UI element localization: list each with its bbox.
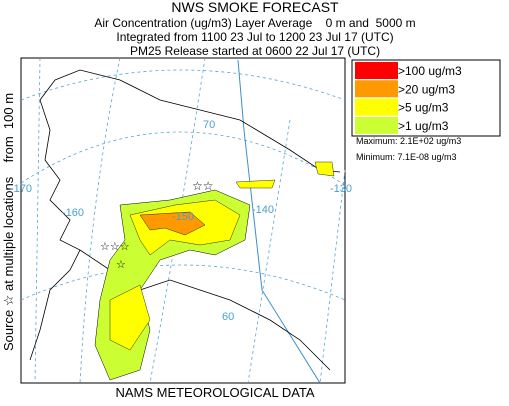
graticule xyxy=(20,131,346,186)
subtitle: Integrated from 1100 23 Jul to 1200 23 J… xyxy=(116,30,393,44)
graticule xyxy=(247,119,291,384)
legend-label: >20 ug/m3 xyxy=(398,82,455,96)
graticule xyxy=(79,57,121,384)
graticule xyxy=(20,69,346,101)
graticule-label: -160 xyxy=(62,207,84,219)
smoke-area xyxy=(109,199,241,351)
smoke-area xyxy=(139,211,206,236)
graticule xyxy=(34,57,41,384)
footer: NAMS METEOROLOGICAL DATA xyxy=(115,385,314,400)
border xyxy=(237,59,321,384)
legend-label: >1 ug/m3 xyxy=(398,119,449,133)
graticule-label: 60 xyxy=(222,311,234,323)
source-marker: ☆☆ xyxy=(192,179,214,193)
legend-label: >5 ug/m3 xyxy=(398,101,449,115)
title: NWS SMOKE FORECAST xyxy=(171,0,339,15)
graticule-label: 70 xyxy=(203,119,215,131)
maximum: Maximum: 2.1E+02 ug/m3 xyxy=(356,136,461,146)
legend-label: >100 ug/m3 xyxy=(398,64,462,78)
legend-swatch xyxy=(355,80,398,98)
graticule-label: -170 xyxy=(10,183,32,195)
graticule-label: -150 xyxy=(172,211,194,223)
source-marker: ☆☆☆ xyxy=(100,241,130,253)
legend-swatch xyxy=(355,98,398,116)
map: ☆☆ ☆☆☆ ☆ xyxy=(20,57,346,384)
graticule-label: -140 xyxy=(252,204,274,216)
subtitle: PM25 Release started at 0600 22 Jul 17 (… xyxy=(130,44,380,58)
legend-swatch xyxy=(355,62,398,79)
graticule xyxy=(20,264,346,301)
subtitle: Air Concentration (ug/m3) Layer Average … xyxy=(94,16,415,30)
side-label: Source ☆ at multiple locations from 100 … xyxy=(1,93,16,351)
smoke-area xyxy=(235,161,335,189)
graticule-label: -130 xyxy=(330,183,352,195)
minimum: Minimum: 7.1E-08 ug/m3 xyxy=(356,152,457,162)
source-marker: ☆ xyxy=(116,259,126,271)
legend-swatch xyxy=(355,116,398,134)
